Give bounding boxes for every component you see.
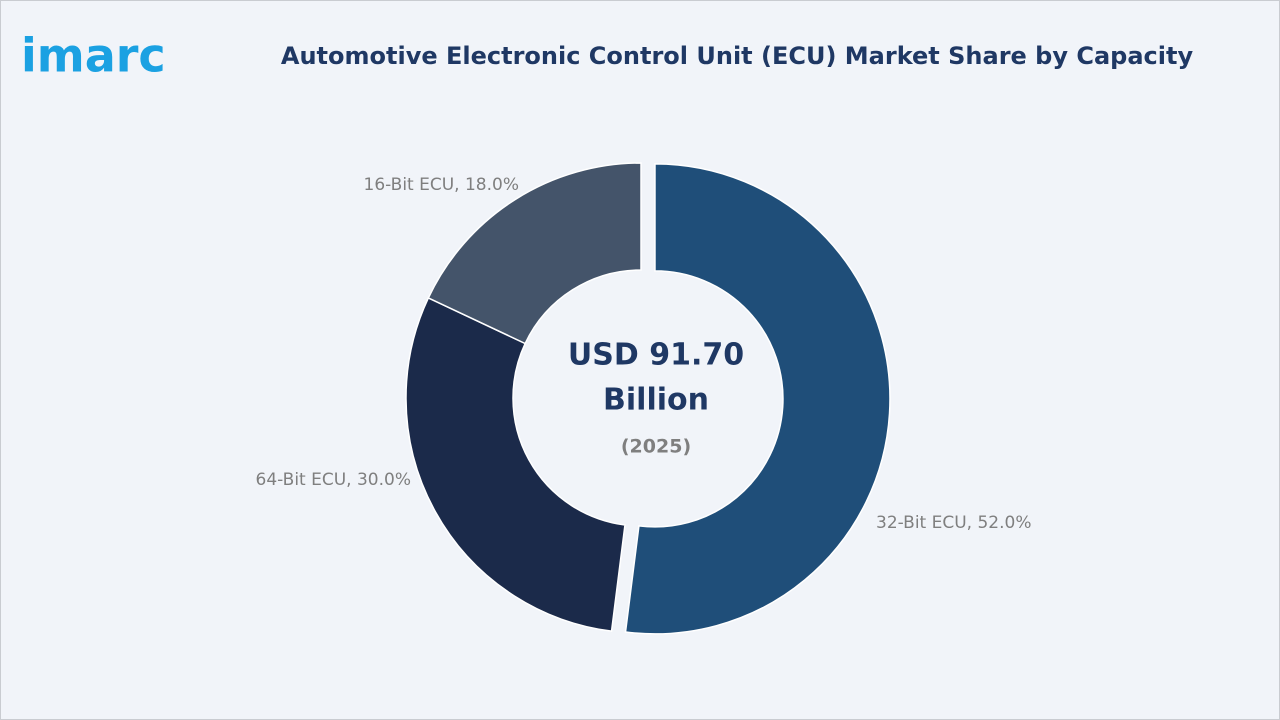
slice-label: 32-Bit ECU, 52.0% bbox=[876, 513, 1031, 533]
chart-title: Automotive Electronic Control Unit (ECU)… bbox=[281, 42, 1194, 70]
center-sublabel: (2025) bbox=[621, 436, 691, 458]
donut-slice bbox=[624, 163, 891, 635]
donut-slice bbox=[427, 162, 642, 345]
center-label: USD 91.70 bbox=[568, 338, 744, 373]
slice-label: 16-Bit ECU, 18.0% bbox=[364, 175, 519, 195]
center-label: Billion bbox=[603, 383, 709, 418]
logo: imarc bbox=[21, 29, 166, 83]
donut-slice bbox=[405, 296, 626, 632]
slice-label: 64-Bit ECU, 30.0% bbox=[256, 470, 411, 490]
